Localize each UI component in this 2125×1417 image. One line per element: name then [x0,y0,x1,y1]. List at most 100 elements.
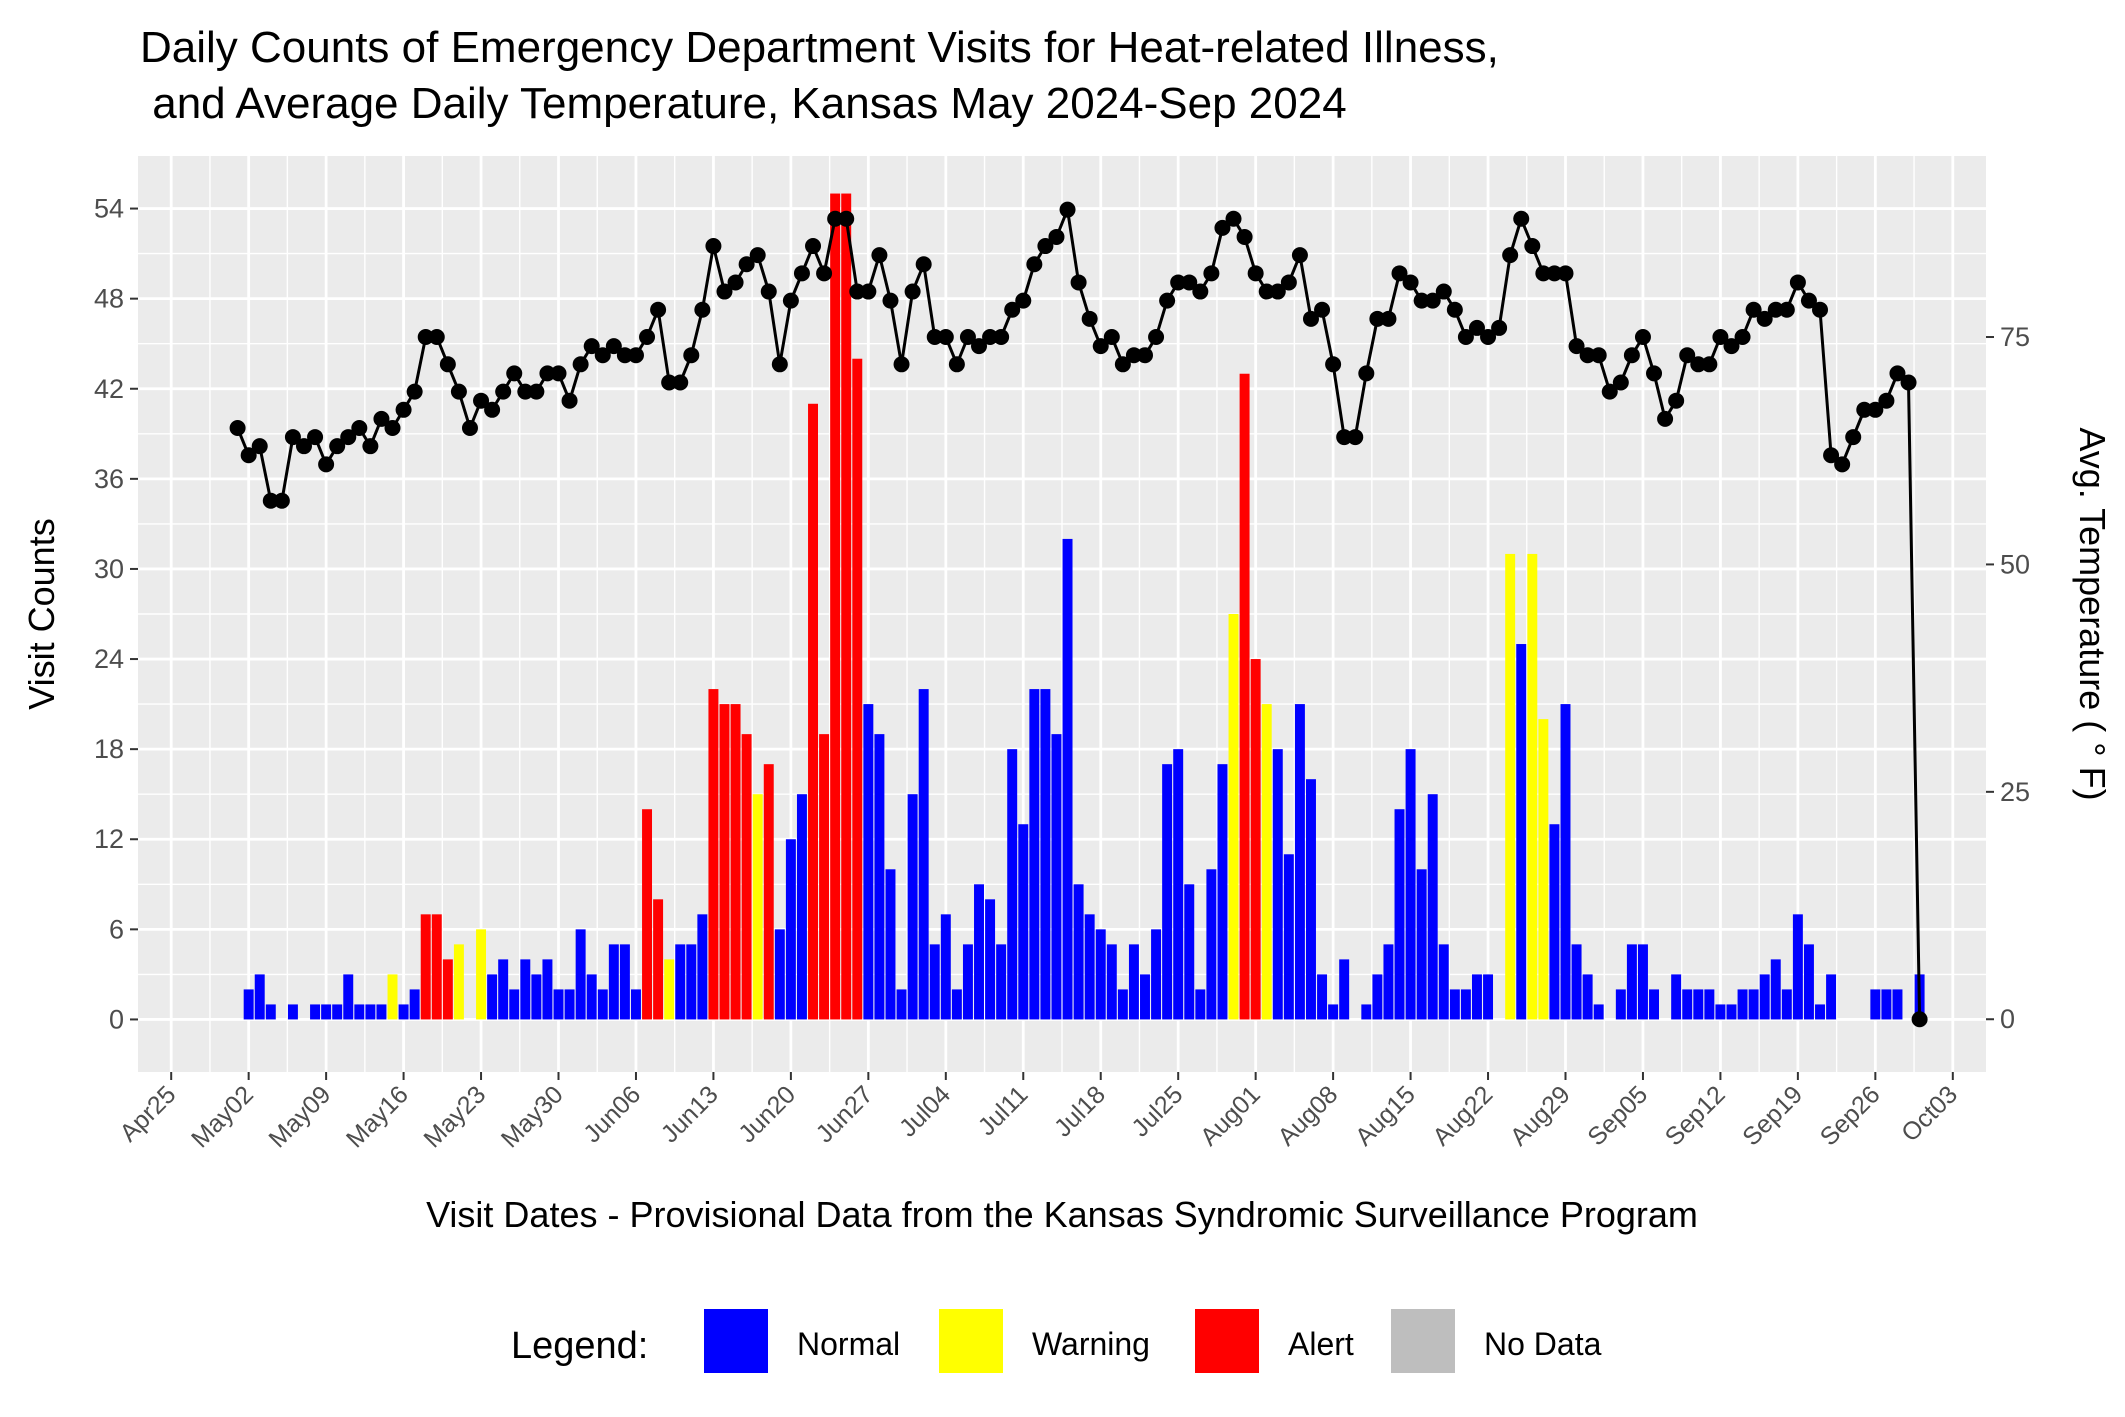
visit-bar [365,1004,376,1020]
visit-bar [1195,989,1206,1020]
visit-bar [885,869,896,1020]
y-tick-label: 36 [94,464,124,494]
temperature-point [1026,256,1043,273]
temperature-point [284,429,301,446]
temperature-point [1037,238,1054,255]
temperature-point [1579,347,1596,364]
visit-bar [1637,944,1648,1020]
temperature-point [262,492,279,509]
temperature-point [672,374,689,391]
legend-label: Alert [1288,1326,1354,1362]
visit-bar [719,704,730,1020]
visit-bar [985,899,996,1020]
gridlines-minor [138,156,1986,1072]
visit-bar [553,989,564,1020]
temperature-point [351,419,368,436]
visit-bar [896,989,907,1020]
visit-bar [1272,749,1283,1020]
temperature-point [1103,329,1120,346]
temperature-point [1535,265,1552,282]
visit-bar [918,689,929,1020]
visit-bar [1892,989,1903,1020]
visit-bar [265,1004,276,1020]
temperature-point [1480,329,1497,346]
visit-bar [1394,809,1405,1020]
visit-bar [1826,974,1837,1020]
temperature-point [229,419,246,436]
temperature-point [1291,247,1308,264]
temperature-point [1491,319,1508,336]
temperature-point [539,365,556,382]
temperature-point [959,329,976,346]
visit-bar [708,689,719,1020]
visit-bar [1715,1004,1726,1020]
visit-bar [1306,779,1316,1020]
temperature-point [1369,310,1386,327]
temperature-point [937,329,954,346]
visit-bar [398,1004,409,1020]
temperature-point [760,283,777,300]
visit-bar [343,974,354,1020]
visit-bar [476,929,487,1020]
temperature-point [473,392,490,409]
temperature-point [1767,301,1784,318]
visit-bar [1261,704,1272,1020]
visit-bar [531,974,542,1020]
visit-bar [597,989,608,1020]
temperature-point [373,410,390,427]
temperature-point [1468,319,1485,336]
temperature-point [1159,292,1176,309]
visit-bar [852,358,863,1020]
visit-bar [1792,914,1803,1020]
visit-bar [1162,764,1173,1020]
temperature-point [915,256,932,273]
visit-bar [1671,974,1682,1020]
visit-bar [1803,944,1814,1020]
visit-bar [387,974,398,1020]
temperature-point [384,419,401,436]
visit-bar [431,914,442,1020]
temperature-point [926,329,943,346]
visit-bar [1405,749,1416,1020]
visit-bar [996,944,1007,1020]
visit-bar [1427,794,1438,1020]
temperature-point [1336,429,1353,446]
visit-bar [1748,989,1759,1020]
visit-bar [763,764,774,1020]
temperature-point [1247,265,1264,282]
temperature-point [1048,228,1065,245]
visit-bar [1483,974,1494,1020]
y-axis-right: 0 25 50 75 [1986,322,2030,1034]
temperature-point [627,347,644,364]
visit-bar [1781,989,1792,1020]
temperature-point [572,356,589,373]
visit-bar [819,734,830,1020]
visit-bar [1759,974,1770,1020]
visit-bar [575,929,586,1020]
visit-bar [1726,1004,1737,1020]
temperature-point [461,419,478,436]
visit-bar [863,704,874,1020]
chart-title-line1: Daily Counts of Emergency Department Vis… [140,23,1499,72]
temperature-point [1092,338,1109,355]
legend-key-normal [702,1307,770,1375]
temperature-point [1269,283,1286,300]
temperature-point [450,383,467,400]
visit-bar [1593,1004,1604,1020]
visit-bar [1073,884,1084,1020]
temperature-point [1059,201,1076,218]
visit-bar [1416,869,1427,1020]
visit-bar [1283,854,1294,1020]
temperature-point [1524,238,1541,255]
temperature-point [716,283,733,300]
y-tick-label: 42 [94,374,124,404]
visit-bar [1140,974,1150,1020]
temperature-point [1623,347,1640,364]
y2-tick-label: 50 [2000,549,2030,579]
temperature-point [1170,274,1187,291]
y-axis-title: Visit Counts [21,518,62,709]
temperature-point [849,283,866,300]
y-axis-left: 0 6 12 18 24 30 36 42 48 54 [94,194,138,1034]
temperature-point [594,347,611,364]
temperature-point [329,438,346,455]
